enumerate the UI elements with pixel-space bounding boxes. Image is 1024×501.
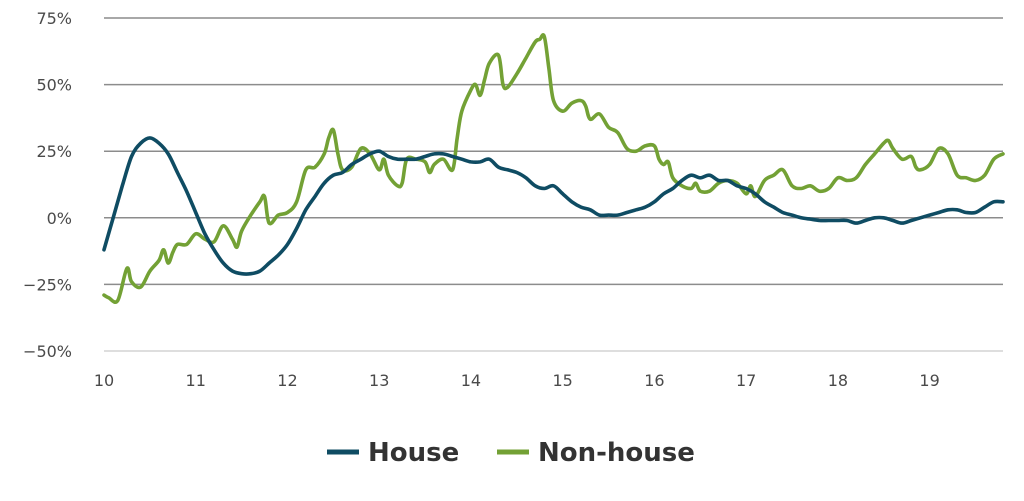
x-tick-label: 18 xyxy=(828,371,848,390)
legend-label-house: House xyxy=(368,438,459,468)
x-tick-label: 14 xyxy=(461,371,481,390)
y-tick-label: 25% xyxy=(36,142,72,161)
series-line-non-house xyxy=(102,33,1005,304)
y-tick-label: 50% xyxy=(36,76,72,95)
y-tick-label: −50% xyxy=(23,342,72,361)
y-tick-label: −25% xyxy=(23,275,72,294)
y-tick-label: 0% xyxy=(47,209,72,228)
x-tick-label: 10 xyxy=(94,371,114,390)
y-tick-label: 75% xyxy=(36,9,72,28)
legend-label-non-house: Non-house xyxy=(538,438,695,468)
x-tick-label: 19 xyxy=(919,371,939,390)
legend: House Non-house xyxy=(327,438,695,468)
x-tick-label: 16 xyxy=(644,371,664,390)
x-tick-label: 13 xyxy=(369,371,389,390)
x-tick-label: 11 xyxy=(186,371,206,390)
axis-layer: 75% 50% 25% 0% −25% −50% 10 11 12 13 14 15 16 17 18 19 xyxy=(23,9,940,390)
x-tick-label: 12 xyxy=(277,371,297,390)
x-tick-label: 15 xyxy=(552,371,572,390)
series-line-house xyxy=(102,136,1005,276)
grid-layer xyxy=(104,17,1003,352)
series-layer xyxy=(102,33,1005,304)
x-tick-label: 17 xyxy=(736,371,756,390)
